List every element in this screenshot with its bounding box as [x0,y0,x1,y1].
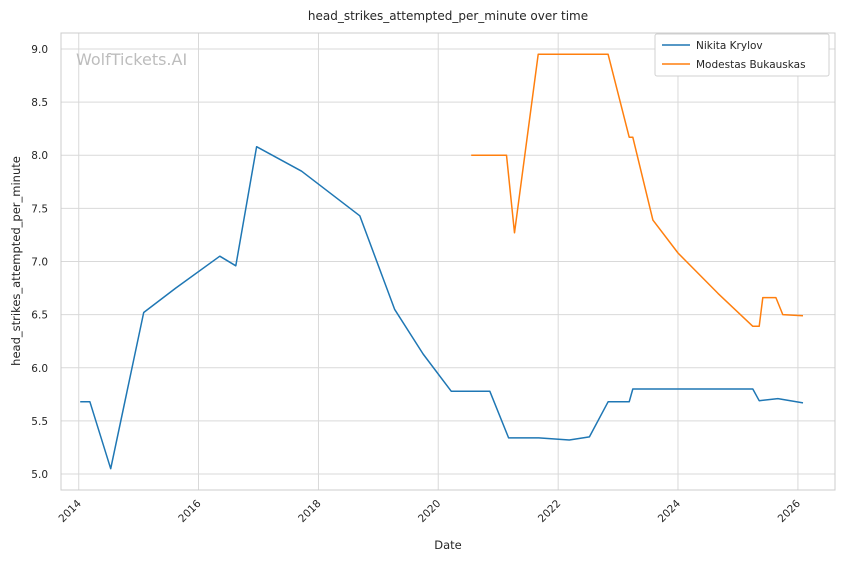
y-tick-label: 7.0 [31,257,48,269]
grid-layer [61,33,835,490]
y-tick-label: 9.0 [31,44,48,56]
x-tick-label: 2026 [776,497,804,525]
y-tick-label: 5.0 [31,469,48,481]
x-tick-label: 2014 [56,497,84,525]
x-tick-label: 2020 [416,498,443,525]
legend-entry-modestas-bukauskas: Modestas Bukauskas [696,59,806,71]
y-tick-label: 5.5 [31,416,48,428]
legend-entry-nikita-krylov: Nikita Krylov [696,40,763,52]
y-axis-label: head_strikes_attempted_per_minute [9,156,23,366]
y-tick-label: 8.0 [31,150,48,162]
chart-title: head_strikes_attempted_per_minute over t… [308,9,588,23]
y-tick-label: 7.5 [31,203,48,215]
x-tick-label: 2016 [176,497,204,525]
y-tick-label: 6.0 [31,363,48,375]
x-tick-label: 2024 [656,497,684,525]
watermark: WolfTickets.AI [76,50,187,69]
series-line-modestas-bukauskas [471,53,804,328]
x-tick-label: 2018 [296,498,323,525]
ticks-layer: 2014 2016 2018 2020 2022 2024 2026 5.0 5.5 6.0 6.5… [31,44,803,525]
x-axis-label: Date [434,538,462,552]
plot-frame [60,32,836,491]
y-tick-label: 8.5 [31,97,48,109]
legend: Nikita Krylov Modestas Bukauskas [654,33,830,77]
y-tick-label: 6.5 [31,310,48,322]
series-line-nikita-krylov [80,145,804,470]
series-layer [80,53,804,470]
x-tick-label: 2022 [536,498,563,525]
legend-box [654,33,830,77]
